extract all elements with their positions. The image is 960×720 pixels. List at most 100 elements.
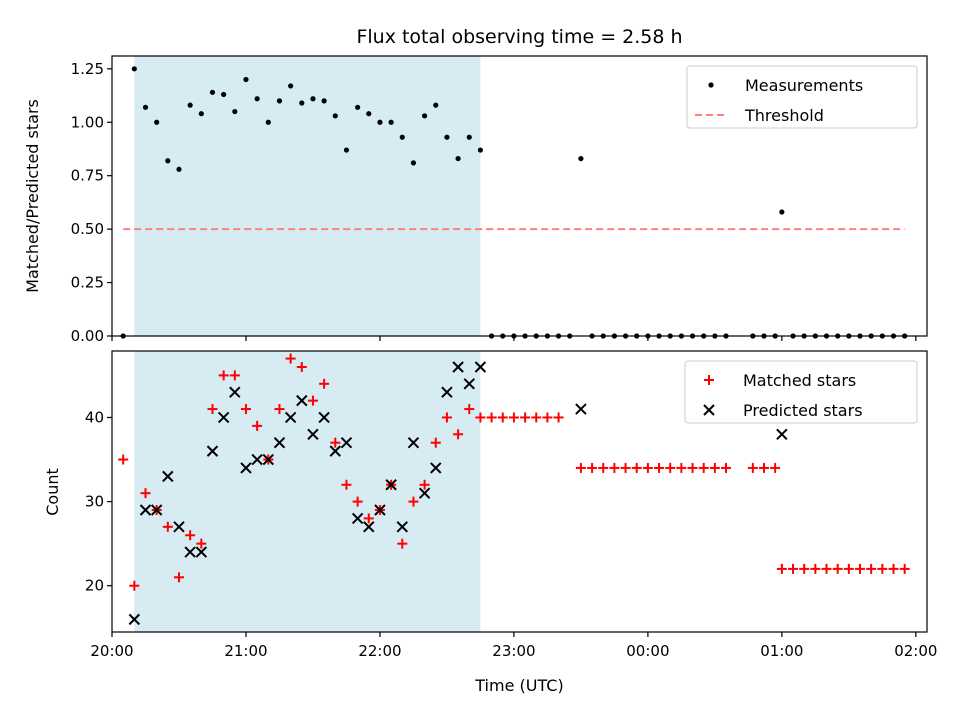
predicted-star-point: [474, 361, 487, 373]
matched-star-point: [196, 538, 207, 549]
matched-star-point: [419, 479, 430, 490]
measurement-point: [221, 91, 227, 98]
legend-predicted-swatch: [703, 404, 715, 416]
matched-star-point: [899, 563, 910, 574]
matched-star-point: [118, 454, 129, 465]
top-legend: Measurements Threshold: [686, 65, 918, 129]
predicted-star-point: [329, 445, 341, 457]
legend-label: Threshold: [744, 106, 824, 125]
matched-star-point: [631, 462, 642, 473]
measurement-point: [131, 66, 137, 72]
predicted-star-point: [385, 479, 397, 491]
matched-star-point: [486, 412, 497, 423]
measurement-point: [299, 100, 305, 106]
matched-star-point: [843, 563, 854, 574]
bottom-panel: 20 30 40 20:00 21:00 22:00 23:00 00:00 01:00 02:…: [43, 350, 937, 695]
measurement-point: [455, 155, 461, 162]
top-observing-span: [134, 56, 481, 336]
measurement-point: [154, 119, 160, 125]
measurement-point: [332, 113, 338, 119]
matched-star-point: [140, 488, 151, 499]
top-axes-frame: [111, 55, 928, 337]
predicted-star-point: [296, 394, 308, 407]
measurement-point: [276, 98, 283, 104]
legend-label: Predicted stars: [743, 401, 863, 420]
matched-star-point: [408, 496, 419, 507]
matched-star-point: [759, 462, 769, 473]
chart-title: Flux total observing time = 2.58 h: [356, 26, 682, 48]
measurement-point: [466, 134, 472, 140]
matched-star-point: [587, 462, 598, 473]
x-tick-label: 00:00: [626, 642, 669, 660]
measurement-point: [209, 89, 216, 95]
measurement-point: [321, 98, 327, 104]
x-tick-label: 23:00: [492, 642, 535, 660]
matched-star-point: [341, 479, 352, 490]
matched-star-point: [542, 412, 553, 423]
x-tick-label: 02:00: [894, 642, 937, 660]
measurement-point: [410, 160, 417, 166]
measurement-point: [288, 83, 294, 89]
measurement-point: [388, 119, 394, 125]
legend-box: [684, 360, 918, 424]
matched-star-point: [665, 462, 676, 473]
predicted-star-point: [575, 403, 587, 415]
matched-star-point: [285, 353, 296, 364]
matched-star-point: [352, 496, 363, 507]
bottom-y-axis-label: Count: [43, 468, 62, 516]
predicted-star-point: [776, 428, 788, 440]
y-tick-label: 0.00: [71, 327, 104, 345]
matched-star-point: [319, 378, 330, 389]
matched-star-point: [430, 437, 441, 448]
matched-star-point: [464, 404, 475, 415]
predicted-star-point: [363, 521, 375, 533]
predicted-star-point: [150, 504, 163, 516]
predicted-star-point: [407, 436, 420, 449]
measurement-point: [355, 104, 361, 110]
matched-star-point: [832, 563, 843, 574]
predicted-star-point: [173, 521, 185, 533]
measurement-point: [265, 119, 271, 125]
measurement-point: [254, 96, 260, 102]
predicted-star-point: [273, 436, 286, 449]
predicted-star-point: [240, 462, 252, 474]
predicted-star-point: [251, 453, 263, 466]
predicted-star-point: [206, 445, 219, 457]
matched-star-point: [207, 404, 218, 415]
legend-matched-swatch: [704, 375, 714, 385]
matched-star-point: [185, 530, 196, 541]
measurement-point: [477, 147, 484, 153]
matched-star-point: [799, 563, 810, 574]
predicted-star-point: [128, 613, 141, 626]
matched-star-point: [609, 462, 620, 473]
matched-star-point: [453, 429, 464, 440]
matched-star-point: [776, 563, 787, 574]
matched-star-point: [173, 572, 184, 583]
x-tick-label: 22:00: [358, 642, 401, 660]
matched-star-point: [162, 521, 173, 532]
predicted-star-point: [441, 386, 453, 398]
predicted-star-point: [229, 386, 241, 398]
matched-star-point: [676, 462, 687, 473]
matched-star-point: [553, 412, 564, 423]
matched-star-point: [497, 412, 508, 423]
predicted-star-point: [195, 546, 208, 558]
y-tick-label: 1.25: [71, 60, 104, 78]
top-y-ticks: 0.00 0.25 0.50 0.75 1.00 1.25: [71, 60, 112, 345]
predicted-star-point: [418, 487, 431, 499]
measurement-point: [165, 158, 171, 164]
bottom-x-ticks: 20:00 21:00 22:00 23:00 00:00 01:00 02:00: [90, 632, 937, 660]
matched-star-point: [252, 420, 263, 431]
predicted-star-point: [307, 428, 319, 440]
predicted-star-point: [284, 411, 297, 424]
measurement-point: [343, 147, 350, 153]
x-tick-label: 01:00: [760, 642, 803, 660]
matched-star-point: [229, 370, 240, 381]
predicted-star-point: [351, 512, 364, 525]
bottom-axes-frame: [111, 350, 928, 633]
bottom-marks: [118, 353, 910, 626]
measurement-point: [578, 155, 584, 162]
matched-star-point: [598, 462, 609, 473]
matched-star-point: [698, 462, 709, 473]
predicted-star-point: [452, 361, 464, 373]
